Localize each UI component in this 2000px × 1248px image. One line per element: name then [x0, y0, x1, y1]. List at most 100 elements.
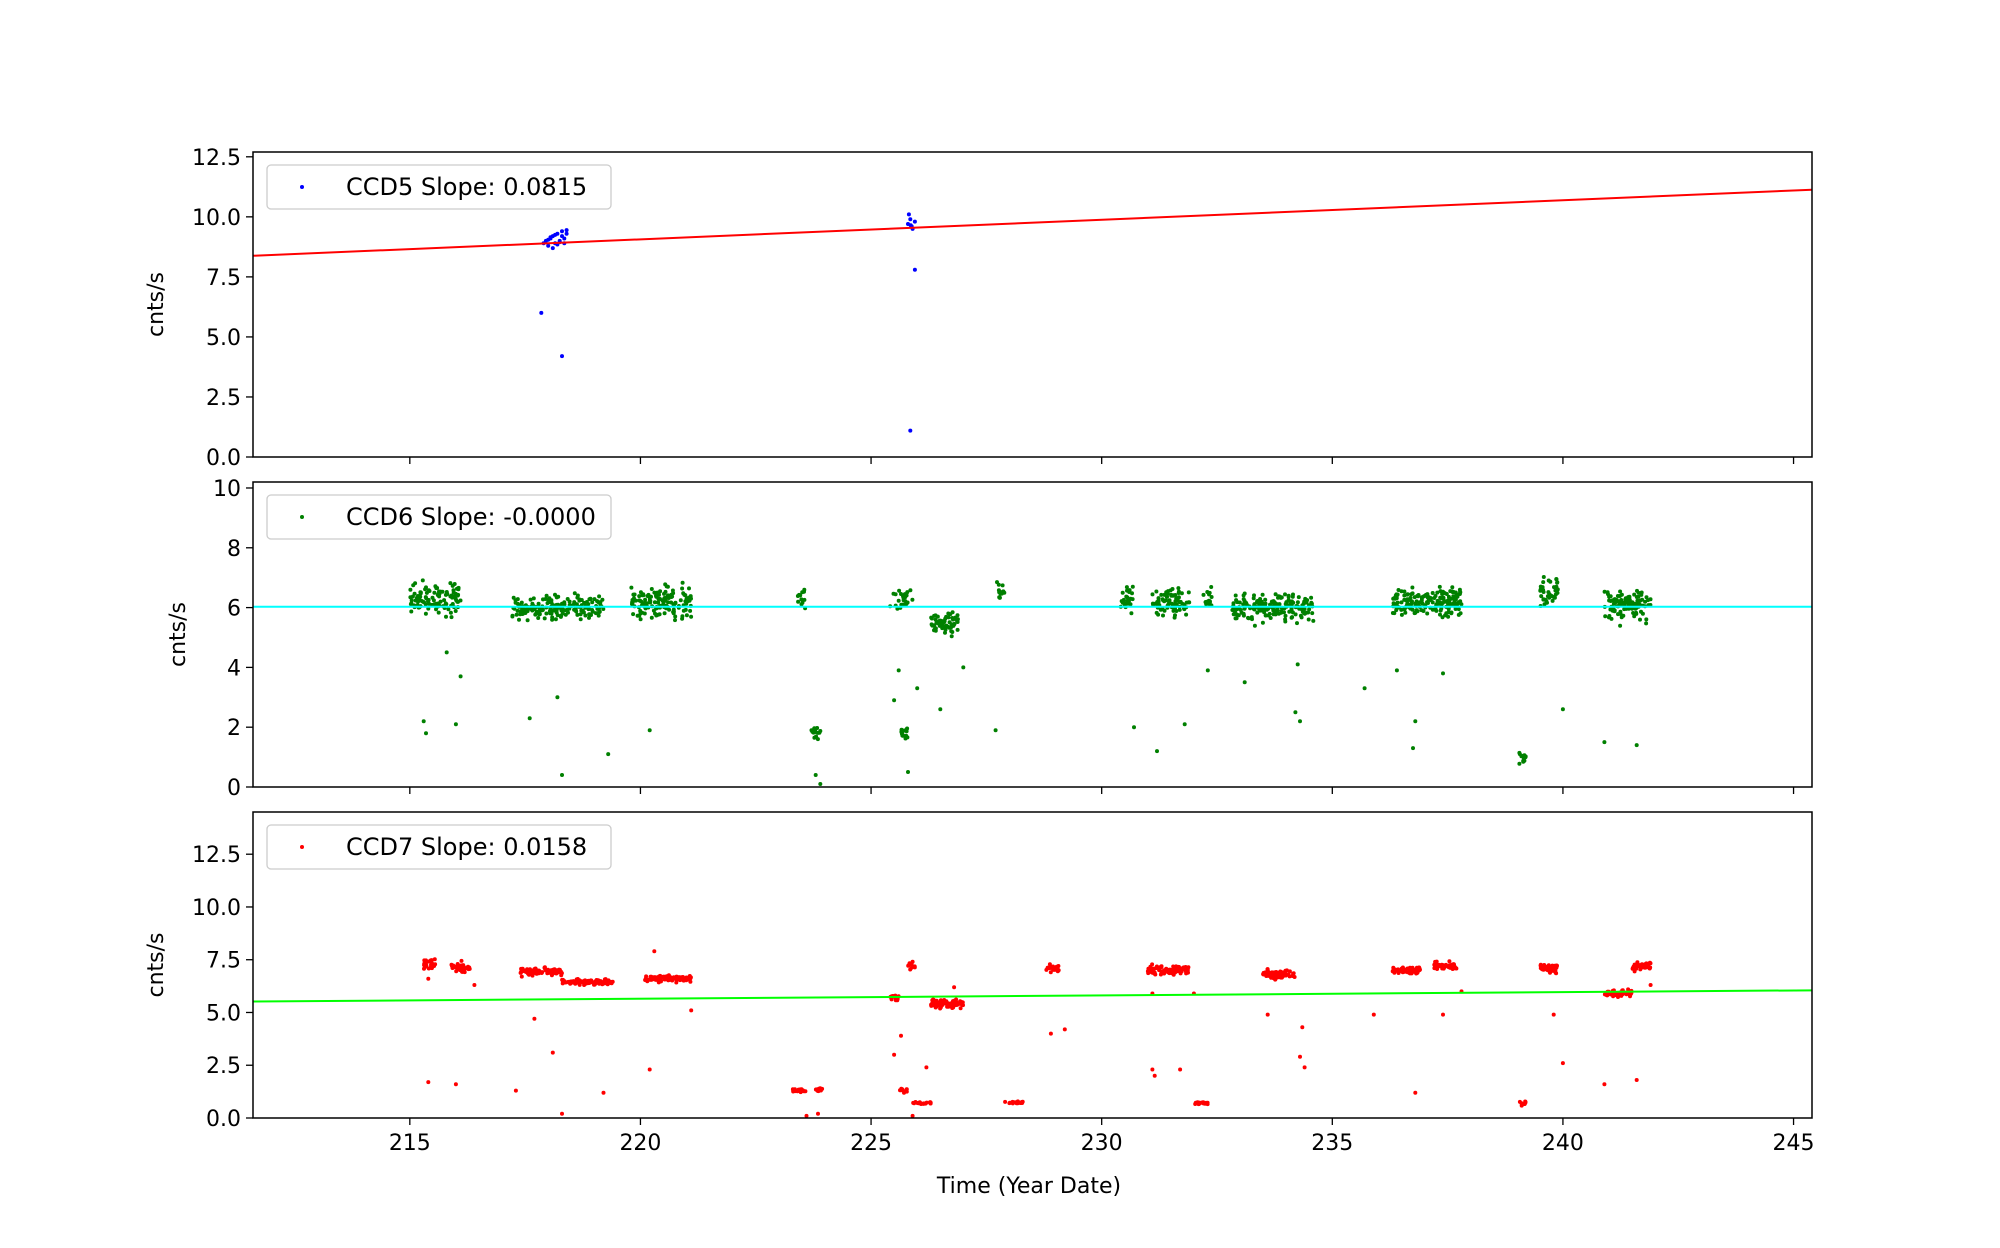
data-point	[1435, 965, 1440, 970]
data-point	[436, 592, 441, 597]
data-point	[1298, 719, 1302, 724]
data-point	[1209, 595, 1214, 599]
data-point	[638, 590, 643, 595]
data-point	[1271, 600, 1276, 605]
legend: CCD7 Slope: 0.0158	[266, 824, 612, 870]
data-point	[1173, 599, 1178, 604]
data-point	[1636, 590, 1641, 595]
y-tick-label: 10	[213, 477, 241, 502]
y-tick-label: 10.0	[192, 896, 241, 921]
data-point	[950, 1003, 955, 1008]
data-point	[1542, 967, 1547, 972]
data-point	[525, 967, 530, 972]
y-tick-label: 12.5	[192, 843, 241, 868]
data-point	[561, 977, 565, 982]
data-point	[1434, 962, 1439, 967]
data-point	[1246, 615, 1250, 620]
data-point	[601, 607, 606, 611]
data-point	[449, 615, 454, 620]
data-point	[1608, 599, 1613, 603]
data-point	[1396, 588, 1401, 592]
data-point	[1409, 592, 1414, 597]
data-point	[1166, 967, 1171, 972]
data-point	[950, 616, 955, 620]
data-point	[1286, 594, 1291, 599]
data-point	[518, 970, 523, 975]
data-point	[1244, 601, 1249, 605]
data-point	[520, 610, 525, 615]
data-point	[906, 212, 911, 217]
data-point	[1432, 596, 1437, 600]
data-point	[542, 616, 547, 621]
data-point	[645, 979, 650, 984]
y-tick-label: 4	[227, 656, 241, 681]
data-point	[1603, 614, 1608, 619]
data-point	[1555, 587, 1560, 592]
data-point	[1417, 601, 1422, 605]
data-point	[1634, 595, 1639, 599]
data-point	[1547, 969, 1552, 974]
data-point	[1055, 967, 1060, 972]
data-point	[1162, 968, 1167, 973]
data-point	[961, 665, 966, 670]
data-point	[531, 970, 536, 975]
data-point	[1547, 592, 1552, 597]
x-tick-label: 215	[389, 1131, 431, 1156]
data-point	[1231, 612, 1236, 617]
data-point	[931, 1000, 936, 1004]
data-point	[1618, 612, 1623, 616]
data-point	[1302, 606, 1307, 611]
data-point	[1193, 1102, 1198, 1106]
data-point	[818, 782, 823, 786]
data-point	[955, 627, 960, 632]
data-point	[1639, 609, 1643, 614]
data-point	[942, 1000, 947, 1005]
data-point	[571, 979, 576, 984]
data-point	[1632, 612, 1637, 617]
data-point	[1263, 613, 1268, 618]
data-point	[442, 598, 447, 603]
data-point	[1169, 601, 1174, 606]
data-point	[546, 243, 551, 248]
data-point	[446, 607, 451, 612]
data-point	[432, 590, 437, 595]
data-point	[458, 674, 463, 679]
data-point	[450, 602, 455, 606]
data-point	[908, 428, 913, 433]
data-point	[1271, 608, 1276, 613]
data-point	[1000, 583, 1005, 588]
data-point	[1648, 597, 1653, 602]
data-point	[1257, 607, 1262, 611]
data-point	[544, 593, 549, 598]
data-point	[453, 1082, 458, 1087]
data-point	[1450, 589, 1455, 594]
data-point	[912, 267, 917, 272]
data-point	[564, 231, 569, 236]
data-point	[908, 588, 913, 593]
data-point	[1235, 600, 1240, 605]
data-point	[1001, 589, 1006, 594]
data-point	[1405, 592, 1410, 597]
data-point	[527, 716, 532, 721]
data-point	[550, 615, 555, 620]
data-point	[1411, 746, 1415, 751]
data-point	[536, 616, 541, 620]
data-point	[647, 1067, 652, 1072]
data-point	[1446, 965, 1451, 969]
data-point	[669, 600, 674, 605]
data-point	[593, 611, 598, 616]
data-point	[640, 593, 645, 598]
data-point	[601, 1090, 606, 1095]
data-point	[1182, 602, 1187, 607]
data-point	[810, 729, 815, 734]
data-point	[553, 232, 558, 237]
y-tick-label: 0	[227, 776, 241, 801]
data-point	[1551, 968, 1556, 973]
y-tick-label: 10.0	[192, 206, 241, 231]
data-point	[433, 584, 438, 589]
data-point	[1552, 594, 1557, 599]
data-point	[1176, 586, 1181, 591]
plot-frame	[252, 481, 1813, 788]
data-point	[1182, 966, 1187, 971]
data-point	[924, 1065, 929, 1070]
